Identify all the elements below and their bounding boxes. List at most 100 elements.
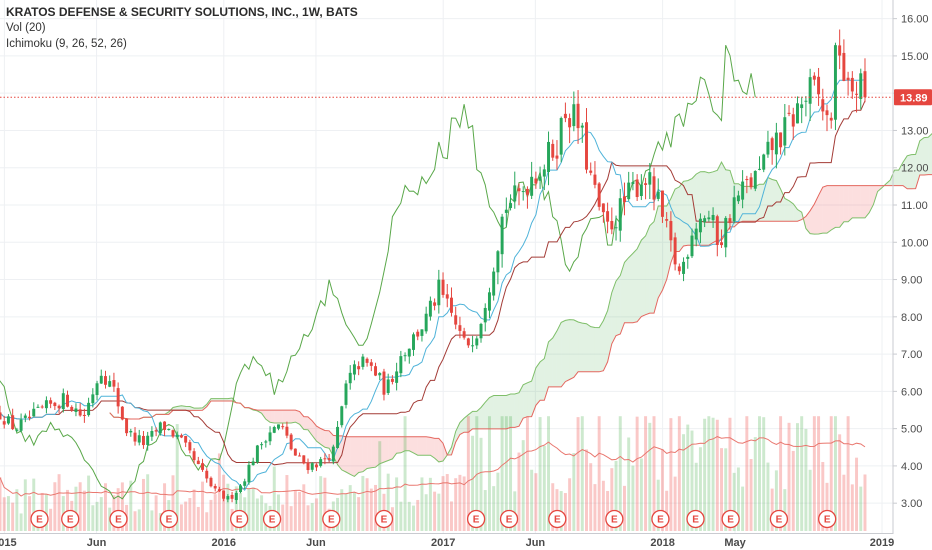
ichimoku-indicator-label[interactable]: Ichimoku (9, 26, 52, 26) (6, 38, 127, 50)
x-tick-label: 2018 (650, 537, 674, 549)
candle-up (36, 404, 40, 408)
candle-up (268, 426, 272, 446)
candle-up (129, 428, 133, 437)
cloud-segment (282, 410, 287, 424)
volume-bar (298, 491, 302, 531)
candle-down (791, 107, 795, 140)
volume-bar (618, 416, 622, 531)
candle-down (374, 362, 378, 377)
candle-down (589, 162, 593, 176)
volume-bar (817, 416, 821, 531)
candle-up (859, 68, 863, 110)
candle-up (395, 362, 399, 391)
volume-bar (812, 416, 816, 531)
earnings-marker: E (262, 509, 282, 529)
earnings-marker: E (374, 509, 394, 529)
volume-bar (386, 473, 390, 531)
candle-up (694, 222, 698, 247)
volume-bar (572, 453, 576, 531)
candle-down (466, 337, 470, 348)
volume-bar (732, 472, 736, 531)
cloud-segment (493, 395, 498, 429)
volume-bar (669, 418, 673, 531)
candle-up (146, 431, 150, 451)
chart-title[interactable]: KRATOS DEFENSE & SECURITY SOLUTIONS, INC… (6, 5, 358, 19)
cloud-segment (434, 438, 439, 462)
candle-up (137, 429, 141, 446)
candles (0, 29, 867, 504)
cloud-segment (848, 185, 853, 222)
cloud-segment (565, 319, 570, 382)
candle-down (369, 359, 373, 372)
earnings-label: E (692, 515, 699, 526)
cloud-segment (523, 382, 528, 419)
earnings-label: E (67, 515, 74, 526)
cloud-segment (438, 438, 444, 462)
candle-down (846, 71, 850, 96)
cloud-segment (810, 204, 815, 235)
volume-bar (361, 475, 365, 531)
senkou-span-b (109, 174, 932, 456)
price-axis[interactable]: 3.00 4.00 5.00 6.00 7.00 8.00 9.00 10.00 11.00 12… (893, 14, 929, 511)
candle-up (707, 210, 711, 222)
candle-up (542, 164, 546, 191)
volume-bar (175, 424, 179, 531)
candle-up (348, 365, 352, 390)
candle-down (188, 439, 192, 454)
volume-bar (720, 448, 723, 531)
volume-bar (487, 416, 491, 531)
volume-bar (829, 416, 833, 531)
x-tick-label: May (724, 537, 746, 549)
candle-down (66, 390, 69, 408)
volume-bar (627, 437, 631, 531)
volume-bar (800, 416, 804, 531)
volume-bar (323, 477, 327, 531)
volume-bars (0, 416, 867, 531)
volume-bar (665, 490, 669, 531)
candle-up (91, 388, 95, 408)
time-axis[interactable]: 2015 Jun 2016 Jun 2017 Jun 2018 May 2019 (0, 537, 894, 549)
volume-bar (116, 488, 120, 531)
cloud-segment (649, 221, 655, 314)
candle-up (272, 425, 276, 434)
volume-moving-average (0, 436, 866, 497)
candle-up (766, 130, 770, 158)
cloud-segment (485, 397, 490, 429)
volume-bar (255, 498, 259, 531)
volume-bar (736, 467, 740, 531)
candle-up (513, 171, 517, 209)
cloud-segment (459, 418, 465, 435)
volume-bar (49, 508, 53, 531)
candle-up (753, 170, 757, 192)
candle-up (344, 380, 348, 409)
cloud-segment (864, 185, 870, 218)
volume-bar (690, 430, 694, 531)
volume-indicator-label[interactable]: Vol (20) (6, 22, 46, 34)
volume-bar (838, 434, 842, 531)
cloud-segment (704, 171, 709, 246)
candle-up (412, 332, 415, 356)
volume-bar (787, 422, 791, 531)
volume-bar (614, 460, 618, 531)
cloud-segment (767, 177, 773, 222)
volume-bar (479, 437, 483, 531)
volume-bar (44, 494, 48, 531)
cloud-segment (426, 436, 431, 456)
earnings-label: E (115, 515, 122, 526)
cloud-segment (400, 436, 406, 453)
cloud-segment (552, 330, 557, 387)
volume-bar (365, 478, 369, 531)
cloud-segment (409, 436, 414, 453)
cloud-segment (388, 436, 393, 461)
volume-bar (374, 484, 378, 531)
candle-up (15, 427, 19, 432)
earnings-label: E (824, 515, 831, 526)
cloud-segment (637, 240, 642, 322)
volume-bar (656, 479, 660, 531)
volume-bar (698, 447, 702, 531)
candle-up (424, 306, 428, 334)
volume-bar (433, 491, 437, 531)
candle-down (201, 458, 205, 472)
volume-bar (420, 477, 424, 531)
